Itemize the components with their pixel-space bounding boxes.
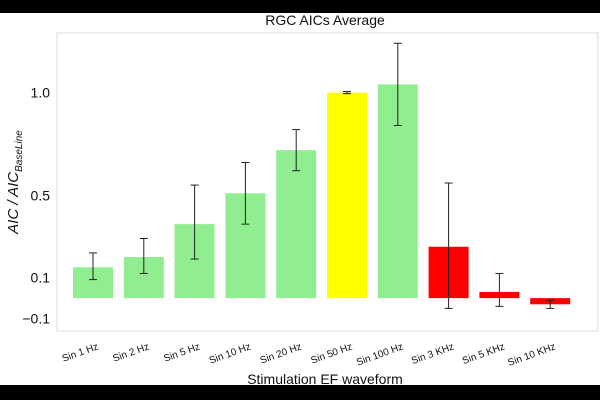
x-axis-label: Stimulation EF waveform — [247, 371, 403, 387]
x-tick-label: Sin 2 Hz — [112, 341, 151, 364]
chart-title: RGC AICs Average — [265, 12, 385, 28]
error-bars — [89, 42, 555, 309]
y-tick-label: −0.1 — [22, 311, 50, 327]
bar — [276, 150, 317, 299]
plot-area — [56, 32, 599, 332]
error-bar — [241, 161, 250, 225]
bars — [73, 84, 571, 305]
y-axis-label: AIC / AICBaseLine — [5, 130, 25, 235]
x-tick-label: Sin 5 Hz — [162, 341, 201, 364]
x-tick-label: Sin 10 KHz — [506, 341, 557, 368]
x-tick-label: Sin 50 Hz — [310, 341, 355, 366]
x-tick-label: Sin 1 Hz — [61, 341, 100, 364]
bar — [327, 92, 367, 299]
y-tick-label: 1.0 — [31, 85, 51, 101]
x-tick-label: Sin 3 KHz — [410, 341, 456, 367]
x-tick-labels: Sin 1 Hz Sin 2 Hz Sin 5 Hz Sin 10 Hz Sin 20 … — [61, 341, 557, 368]
error-bar — [546, 299, 555, 309]
y-axis-label-subscript: BaseLine — [14, 130, 25, 172]
error-bar — [444, 182, 453, 309]
error-bar — [89, 252, 97, 281]
error-bar — [343, 91, 351, 95]
y-tick-label: 0.1 — [31, 270, 51, 286]
x-tick-label: Sin 5 KHz — [461, 341, 507, 367]
y-axis-label-main: AIC / AIC — [5, 172, 22, 235]
y-tick-label: 0.5 — [31, 187, 51, 203]
x-tick-label: Sin 20 Hz — [259, 341, 304, 366]
x-tick-label: Sin 100 Hz — [355, 341, 405, 368]
error-bar — [292, 129, 301, 172]
error-bar — [139, 238, 148, 274]
x-tick-label: Sin 10 Hz — [208, 341, 253, 366]
error-bar — [495, 272, 504, 307]
error-bar — [190, 184, 199, 260]
error-bar — [393, 42, 402, 126]
y-tick-labels: 1.0 0.5 0.1 −0.1 — [22, 85, 50, 327]
